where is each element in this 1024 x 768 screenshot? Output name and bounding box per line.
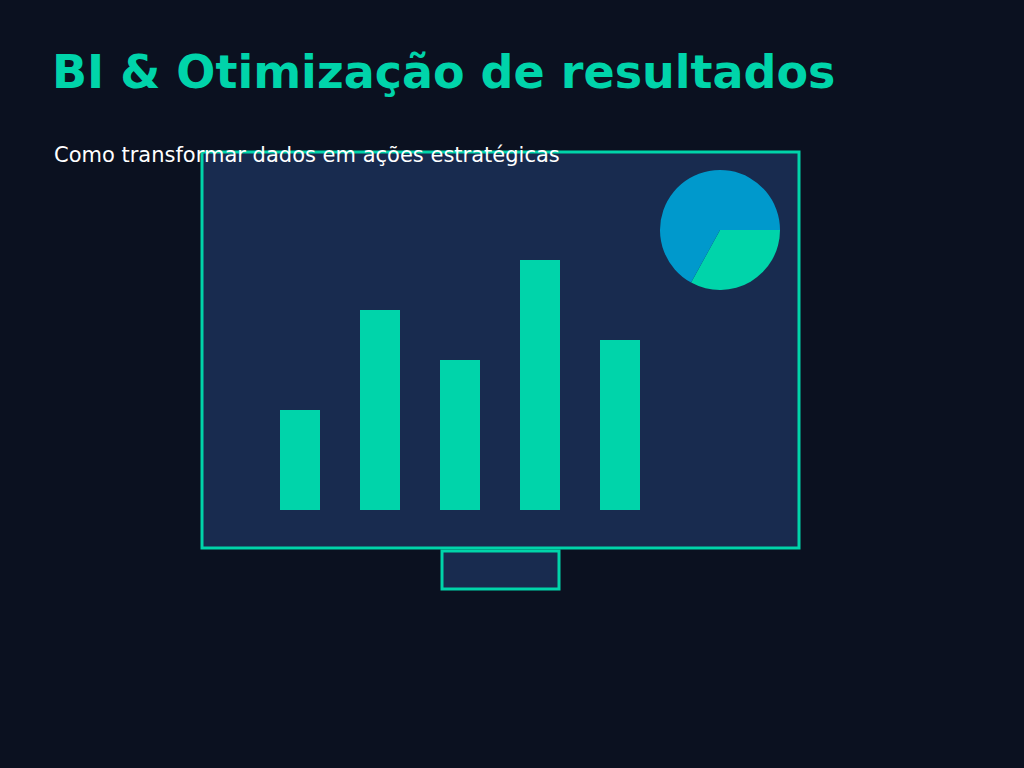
svg-text:BI & Otimização de resultados: BI & Otimização de resultados bbox=[52, 45, 835, 99]
svg-text:Como transformar dados em açõe: Como transformar dados em ações estratég… bbox=[54, 143, 560, 167]
